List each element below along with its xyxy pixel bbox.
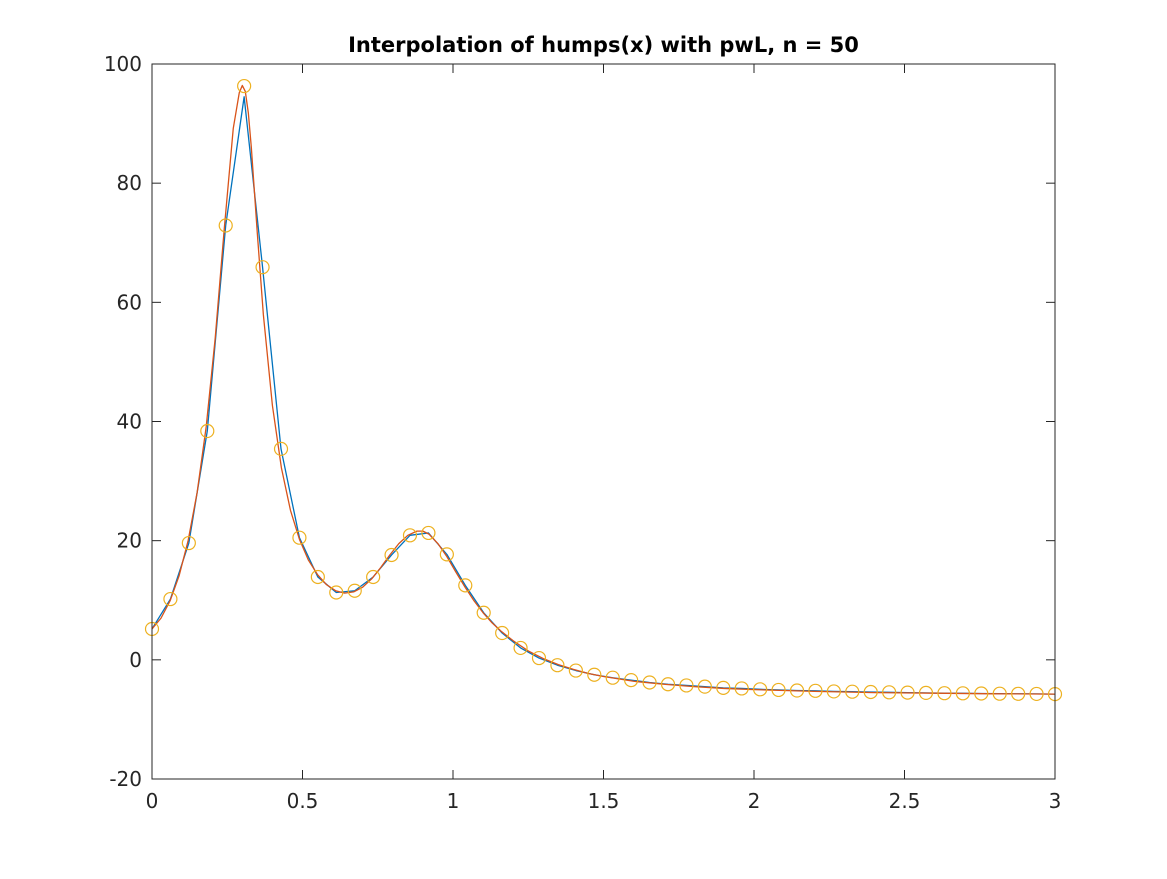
x-tick-label: 3 [1049,789,1062,813]
x-tick-label: 0.5 [287,789,319,813]
node-marker [955,686,970,701]
node-marker [402,528,418,543]
node-marker [550,658,565,673]
node-marker [882,685,897,700]
node-marker [237,78,252,94]
node-marker [808,683,823,698]
node-marker [900,685,915,700]
node-marker [181,535,196,551]
node-marker [974,686,989,701]
node-marker [476,605,491,620]
node-marker [826,684,841,699]
y-tick-label: -20 [109,767,142,791]
node-marker [273,441,289,457]
node-marker [310,569,325,585]
node-marker [697,679,712,694]
node-marker [789,683,805,698]
node-marker [716,680,731,695]
node-marker [624,672,639,688]
node-marker [329,585,344,600]
node-marker [366,569,381,585]
node-marker [218,218,233,233]
node-marker [863,684,878,700]
y-tick-label: 100 [104,52,142,76]
node-marker [347,583,362,598]
function-line [151,84,1056,695]
node-marker [771,682,786,698]
node-marker [421,525,436,541]
y-tick-label: 0 [129,648,142,672]
node-marker [679,678,694,693]
node-marker [384,547,399,563]
y-tick-label: 60 [117,290,142,314]
y-tick-label: 40 [117,410,142,434]
node-marker [642,675,657,690]
node-marker [918,685,934,701]
y-tick-label: 20 [117,529,142,553]
node-marker [660,677,676,692]
series-layer [144,78,1063,702]
x-tick-label: 1 [447,789,460,813]
node-marker [513,640,528,656]
node-marker [292,530,307,545]
node-marker [753,682,768,697]
x-tick-label: 2 [748,789,761,813]
node-marker [992,686,1007,701]
y-tick-label: 80 [117,171,142,195]
node-marker [200,423,215,439]
node-marker [531,650,547,666]
plot-area [152,64,1055,779]
node-marker [568,663,583,678]
x-tick-label: 1.5 [588,789,620,813]
node-marker [1011,686,1026,701]
node-marker [495,625,510,641]
node-marker [439,547,454,562]
node-marker [605,670,620,685]
node-marker [587,667,602,682]
node-marker [845,684,860,699]
node-marker [255,260,270,275]
x-tick-label: 2.5 [889,789,921,813]
node-marker [1029,686,1044,702]
x-tick-label: 0 [146,789,159,813]
node-marker [734,681,749,696]
node-marker [937,686,952,701]
node-marker [458,578,473,593]
chart-title: Interpolation of humps(x) with pwL, n = … [348,33,859,57]
node-marker [163,591,178,607]
